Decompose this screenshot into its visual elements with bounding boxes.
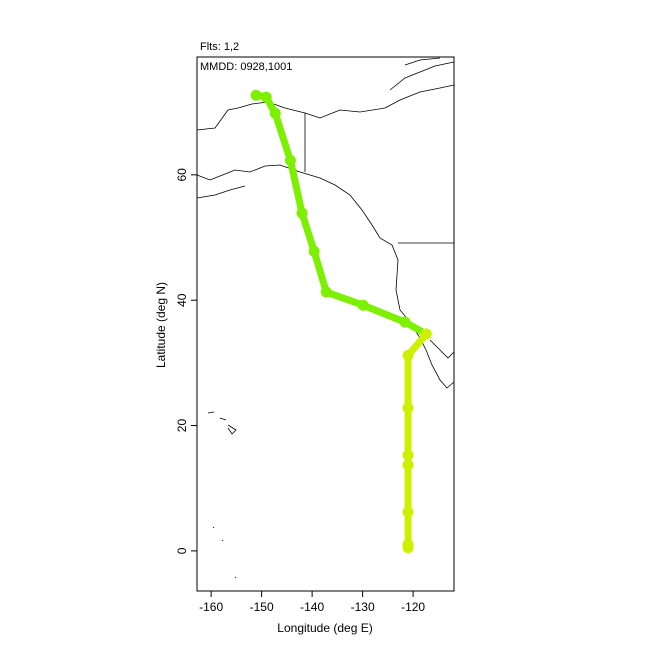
track-point: [357, 299, 369, 311]
plot-frame: [196, 56, 455, 592]
flight-track: [252, 91, 430, 338]
y-axis-label: Latitude (deg N): [154, 282, 168, 368]
x-tick-label: -150: [250, 600, 274, 614]
track-point: [402, 449, 414, 461]
y-tick-label: 60: [175, 168, 189, 182]
track-point: [296, 207, 308, 219]
track-point: [284, 154, 296, 166]
track-point: [402, 506, 414, 518]
track-point: [269, 107, 281, 119]
track-point: [308, 245, 320, 257]
y-tick-label: 0: [175, 547, 189, 554]
y-tick-label: 40: [175, 293, 189, 307]
track-point: [260, 91, 272, 103]
coastlines: [196, 57, 455, 579]
x-tick-label: -140: [300, 600, 324, 614]
track-point: [402, 402, 414, 414]
track-point: [420, 328, 432, 340]
x-tick-label: -120: [401, 600, 425, 614]
chart-subtitle: MMDD: 0928,1001: [200, 61, 292, 73]
x-axis-label: Longitude (deg E): [277, 621, 372, 635]
track-point: [402, 542, 414, 554]
track-point: [250, 89, 262, 101]
track-point: [402, 349, 414, 361]
x-tick-label: -160: [199, 600, 223, 614]
chart-title: Flts: 1,2: [200, 41, 239, 53]
track-point: [402, 459, 414, 471]
track-point: [399, 316, 411, 328]
track-point: [320, 286, 332, 298]
y-tick-label: 20: [175, 419, 189, 433]
x-tick-label: -130: [351, 600, 375, 614]
